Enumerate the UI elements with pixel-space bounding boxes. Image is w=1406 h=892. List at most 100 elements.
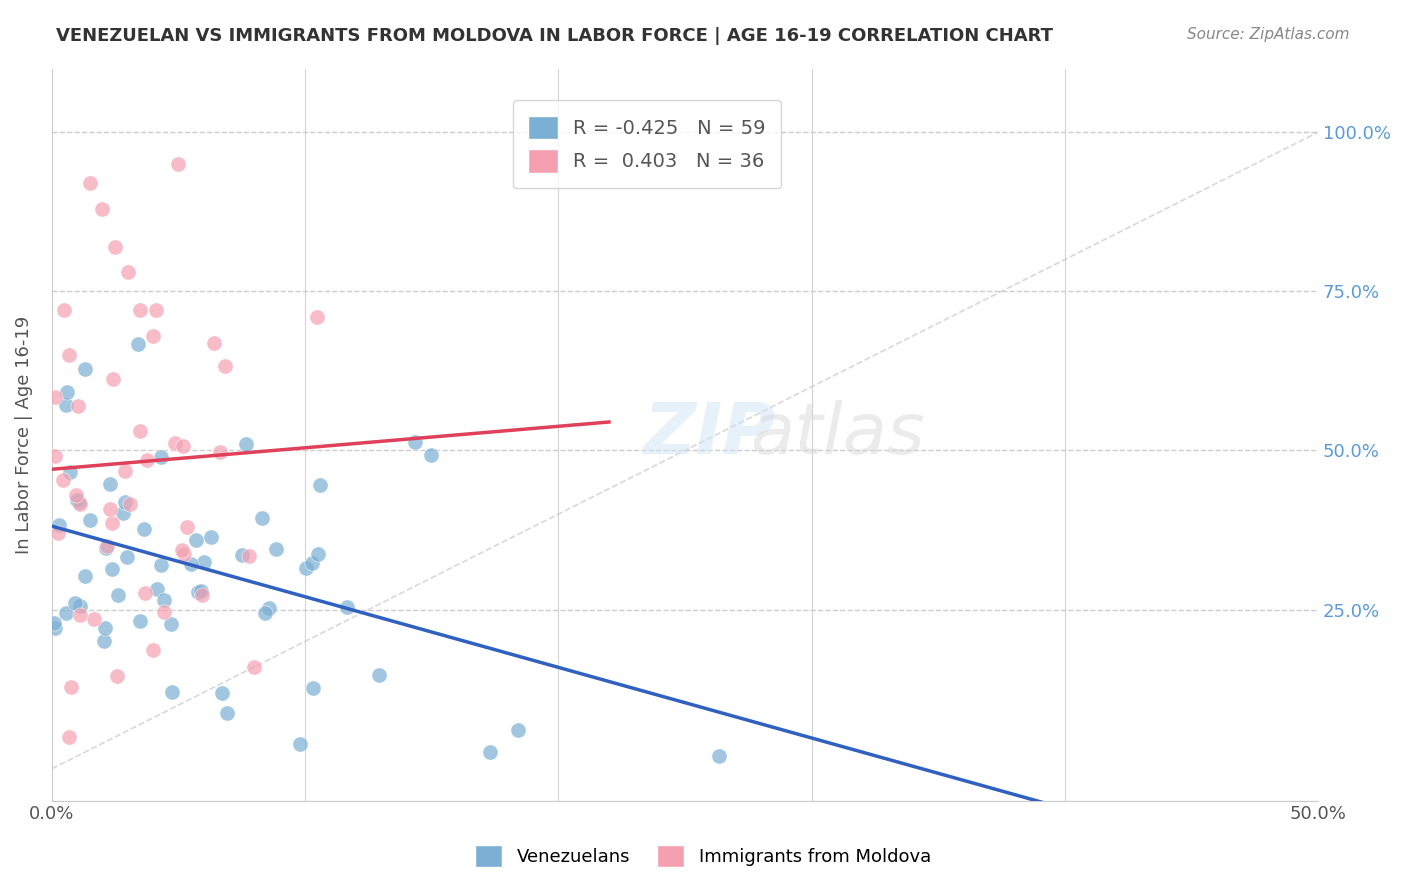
Immigrants from Moldova xyxy=(69,607,91,622)
Immigrants from Moldova xyxy=(243,660,266,674)
Immigrants from Moldova xyxy=(190,588,212,602)
Venezuelans xyxy=(94,621,117,635)
Immigrants from Moldova xyxy=(172,542,194,557)
Immigrants from Moldova xyxy=(114,464,136,478)
Immigrants from Moldova xyxy=(65,488,87,502)
Venezuelans xyxy=(111,506,134,520)
Venezuelans xyxy=(66,493,89,508)
Point xyxy=(129,303,152,318)
Venezuelans xyxy=(187,584,209,599)
Venezuelans xyxy=(94,541,117,555)
Immigrants from Moldova xyxy=(59,680,82,694)
Point xyxy=(104,240,127,254)
Venezuelans xyxy=(301,556,323,570)
Text: VENEZUELAN VS IMMIGRANTS FROM MOLDOVA IN LABOR FORCE | AGE 16-19 CORRELATION CHA: VENEZUELAN VS IMMIGRANTS FROM MOLDOVA IN… xyxy=(56,27,1053,45)
Immigrants from Moldova xyxy=(172,439,194,453)
Venezuelans xyxy=(48,517,70,532)
Point xyxy=(58,348,80,362)
Point xyxy=(53,303,76,318)
Text: ZIP: ZIP xyxy=(644,401,776,469)
Venezuelans xyxy=(235,437,257,451)
Immigrants from Moldova xyxy=(214,359,236,373)
Venezuelans xyxy=(150,558,173,572)
Immigrants from Moldova xyxy=(120,497,142,511)
Immigrants from Moldova xyxy=(52,473,75,487)
Venezuelans xyxy=(69,599,91,613)
Immigrants from Moldova xyxy=(135,452,157,467)
Text: Source: ZipAtlas.com: Source: ZipAtlas.com xyxy=(1187,27,1350,42)
Immigrants from Moldova xyxy=(46,525,69,540)
Venezuelans xyxy=(117,549,139,564)
Venezuelans xyxy=(336,599,359,614)
Venezuelans xyxy=(153,593,176,607)
Venezuelans xyxy=(79,513,101,527)
Venezuelans xyxy=(184,533,207,547)
Venezuelans xyxy=(63,596,86,610)
Immigrants from Moldova xyxy=(176,520,198,534)
Venezuelans xyxy=(44,615,66,630)
Venezuelans xyxy=(75,569,97,583)
Venezuelans xyxy=(264,541,287,556)
Venezuelans xyxy=(709,749,731,764)
Y-axis label: In Labor Force | Age 16-19: In Labor Force | Age 16-19 xyxy=(15,316,32,554)
Venezuelans xyxy=(145,582,167,596)
Venezuelans xyxy=(190,583,212,598)
Venezuelans xyxy=(420,448,443,462)
Immigrants from Moldova xyxy=(173,547,195,561)
Immigrants from Moldova xyxy=(69,497,91,511)
Immigrants from Moldova xyxy=(142,642,165,657)
Venezuelans xyxy=(67,495,90,509)
Point xyxy=(91,202,114,216)
Venezuelans xyxy=(55,384,77,399)
Venezuelans xyxy=(162,685,184,699)
Venezuelans xyxy=(149,450,172,464)
Venezuelans xyxy=(114,494,136,508)
Venezuelans xyxy=(479,745,502,759)
Immigrants from Moldova xyxy=(44,449,66,463)
Legend: Venezuelans, Immigrants from Moldova: Venezuelans, Immigrants from Moldova xyxy=(468,838,938,874)
Immigrants from Moldova xyxy=(153,605,176,619)
Immigrants from Moldova xyxy=(96,539,118,553)
Venezuelans xyxy=(302,681,325,696)
Venezuelans xyxy=(254,606,277,620)
Immigrants from Moldova xyxy=(101,516,124,531)
Venezuelans xyxy=(159,616,181,631)
Venezuelans xyxy=(193,555,215,569)
Venezuelans xyxy=(307,548,329,562)
Text: atlas: atlas xyxy=(749,401,924,469)
Venezuelans xyxy=(231,548,253,562)
Immigrants from Moldova xyxy=(165,435,187,450)
Venezuelans xyxy=(250,511,273,525)
Immigrants from Moldova xyxy=(202,336,225,351)
Venezuelans xyxy=(180,557,202,571)
Venezuelans xyxy=(217,706,239,721)
Immigrants from Moldova xyxy=(238,549,260,564)
Immigrants from Moldova xyxy=(66,400,89,414)
Immigrants from Moldova xyxy=(58,730,80,744)
Venezuelans xyxy=(107,588,129,602)
Venezuelans xyxy=(98,477,121,491)
Immigrants from Moldova xyxy=(83,612,105,626)
Venezuelans xyxy=(100,562,122,576)
Venezuelans xyxy=(44,621,66,635)
Venezuelans xyxy=(211,686,233,700)
Point xyxy=(79,176,101,190)
Point xyxy=(117,265,139,279)
Venezuelans xyxy=(59,465,82,479)
Venezuelans xyxy=(55,606,77,620)
Venezuelans xyxy=(506,723,529,738)
Venezuelans xyxy=(93,633,115,648)
Venezuelans xyxy=(129,615,152,629)
Legend: R = -0.425   N = 59, R =  0.403   N = 36: R = -0.425 N = 59, R = 0.403 N = 36 xyxy=(513,100,782,188)
Point xyxy=(142,329,165,343)
Venezuelans xyxy=(55,398,77,412)
Venezuelans xyxy=(295,561,318,575)
Immigrants from Moldova xyxy=(305,310,328,324)
Immigrants from Moldova xyxy=(209,445,232,459)
Venezuelans xyxy=(127,337,149,351)
Venezuelans xyxy=(308,478,330,492)
Point xyxy=(167,157,190,171)
Venezuelans xyxy=(75,362,97,376)
Immigrants from Moldova xyxy=(105,668,128,682)
Immigrants from Moldova xyxy=(44,390,66,404)
